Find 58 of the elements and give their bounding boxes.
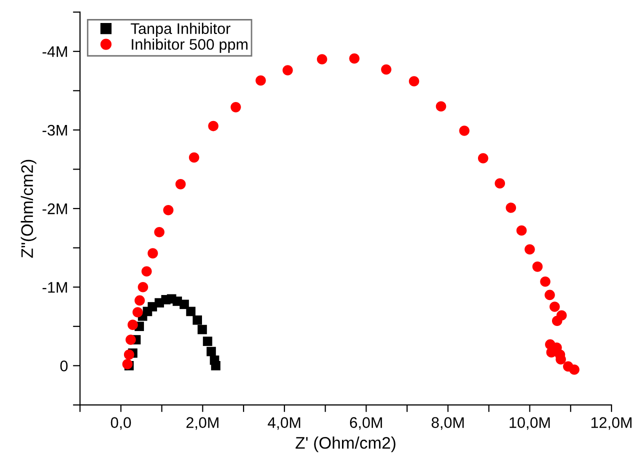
point <box>175 179 186 190</box>
point <box>516 225 527 236</box>
point <box>256 75 266 86</box>
point <box>282 65 293 76</box>
point <box>154 226 164 238</box>
point <box>550 302 560 312</box>
x-axis-title: Z' (Ohm/cm2) <box>296 436 396 452</box>
y-axis-title: Z"(Ohm/cm2) <box>20 160 36 258</box>
point <box>138 282 148 292</box>
point <box>211 361 220 370</box>
legend-label: Tanpa Inhibitor <box>130 22 230 38</box>
point <box>124 350 134 360</box>
point <box>180 300 189 310</box>
point <box>569 364 580 375</box>
point <box>206 346 216 356</box>
y-tick-label: -1M <box>42 282 67 293</box>
point <box>132 307 143 318</box>
point <box>316 54 328 64</box>
x-tick-label: 0,0 <box>110 417 131 430</box>
point <box>128 320 138 330</box>
point <box>546 347 557 358</box>
point <box>163 204 174 216</box>
point <box>544 290 555 300</box>
point <box>506 202 516 213</box>
point <box>186 306 196 316</box>
point <box>134 295 145 306</box>
x-tick-label: 8,0M <box>432 417 464 430</box>
point <box>148 248 158 258</box>
x-tick-label: 6,0M <box>350 417 382 430</box>
point <box>230 102 241 112</box>
y-tick-label: -2M <box>42 203 67 214</box>
x-tick-label: 4,0M <box>268 417 300 430</box>
point <box>202 336 212 346</box>
point <box>122 358 133 370</box>
x-tick-label: 12,0M <box>591 417 632 430</box>
point <box>192 315 202 325</box>
point <box>188 152 200 163</box>
point <box>198 324 207 334</box>
point <box>532 262 543 272</box>
y-tick-label: -4M <box>42 46 67 57</box>
point <box>540 276 550 287</box>
point <box>436 101 446 112</box>
point <box>381 64 392 75</box>
point <box>349 53 360 64</box>
point <box>494 178 506 189</box>
point <box>142 266 152 277</box>
point <box>459 126 470 136</box>
x-tick-label: 10,0M <box>510 417 550 430</box>
point <box>126 334 136 345</box>
y-tick-label: 0 <box>60 360 68 372</box>
point <box>552 316 562 326</box>
point <box>408 76 420 86</box>
point <box>524 244 535 255</box>
point <box>208 120 218 132</box>
legend-label: Inhibitor 500 ppm <box>132 38 248 53</box>
y-tick-label: -3M <box>42 124 67 136</box>
x-tick-label: 2,0M <box>186 417 218 430</box>
point <box>478 153 488 164</box>
